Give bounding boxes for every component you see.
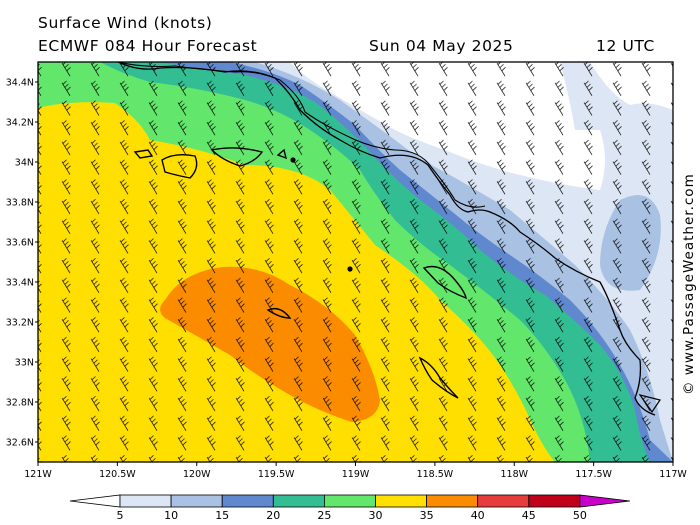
colorbar-swatch [221, 494, 274, 508]
colorbar-swatch [272, 494, 325, 508]
lat-tick-label: 34.2N [6, 118, 34, 129]
lat-tick-label: 34N [15, 158, 34, 169]
colorbar-label: 45 [522, 509, 536, 522]
colorbar-label: 5 [117, 509, 124, 522]
lat-tick-label: 33.4N [6, 278, 34, 289]
latitude-ticks: 34.4N 34.2N 34N 33.8N 33.6N 33.4N 33.2N 33N 32.8… [6, 78, 38, 449]
colorbar-label: 25 [317, 509, 331, 522]
wind-barbs-ocean [38, 62, 673, 462]
forecast-date: Sun 04 May 2025 [369, 37, 514, 55]
lon-tick-label: 119.5W [258, 469, 295, 480]
colorbar-swatch [170, 494, 223, 508]
colorbar-label: 20 [266, 509, 280, 522]
colorbar-swatch [426, 494, 479, 508]
colorbar-swatch [477, 494, 530, 508]
santa-catalina-island [422, 265, 467, 300]
san-miguel-island [133, 149, 154, 159]
anacapa-islet [290, 157, 296, 163]
colorbar-under-arrow [69, 494, 121, 508]
colorbar-swatch [375, 494, 427, 508]
lon-tick-label: 117.5W [575, 469, 612, 480]
colorbar-label: 40 [471, 509, 485, 522]
san-diego-coast [638, 394, 661, 414]
colorbar-swatch [119, 494, 172, 508]
forecast-time: 12 UTC [596, 37, 655, 55]
santa-rosa-island [161, 153, 198, 179]
colorbar-label: 50 [573, 509, 587, 522]
lat-tick-label: 33.6N [6, 238, 34, 249]
colorbar-label: 15 [215, 509, 229, 522]
lon-tick-label: 120W [183, 469, 211, 480]
colorbar-label: 35 [420, 509, 434, 522]
lat-tick-label: 33.8N [6, 198, 34, 209]
lat-tick-label: 32.8N [6, 398, 34, 409]
lon-tick-label: 120.5W [99, 469, 136, 480]
ventura-coast [117, 62, 396, 151]
model-run-label: ECMWF 084 Hour Forecast [38, 37, 258, 55]
lat-tick-label: 32.6N [6, 438, 34, 449]
lon-tick-label: 117W [659, 469, 687, 480]
lat-tick-label: 34.4N [6, 78, 34, 89]
anacapa-island [276, 148, 288, 160]
colorbar: 5 10 15 20 25 30 35 40 45 50 [69, 494, 630, 522]
lat-tick-label: 33.2N [6, 318, 34, 329]
colorbar-swatch [323, 494, 376, 508]
santa-cruz-island [210, 147, 264, 167]
wind-field [38, 62, 673, 462]
lon-tick-label: 121W [24, 469, 52, 480]
colorbar-label: 30 [369, 509, 383, 522]
lat-tick-label: 33N [15, 358, 34, 369]
san-nicolas-island [266, 307, 292, 319]
lon-tick-label: 119W [342, 469, 370, 480]
colorbar-swatch [528, 494, 581, 508]
lon-tick-label: 118W [500, 469, 528, 480]
colorbar-over-arrow [579, 494, 630, 508]
lon-tick-label: 118.5W [417, 469, 454, 480]
map-title: Surface Wind (knots) [38, 14, 213, 32]
colorbar-label: 10 [164, 509, 178, 522]
longitude-ticks: 121W 120.5W 120W 119.5W 119W 118.5W 118W 117.5W… [24, 462, 687, 480]
credit-text: © www.PassageWeather.com [681, 173, 697, 395]
san-clemente-island [418, 356, 459, 399]
santa-barbara-island [347, 266, 353, 272]
santa-monica-bay [394, 149, 486, 208]
